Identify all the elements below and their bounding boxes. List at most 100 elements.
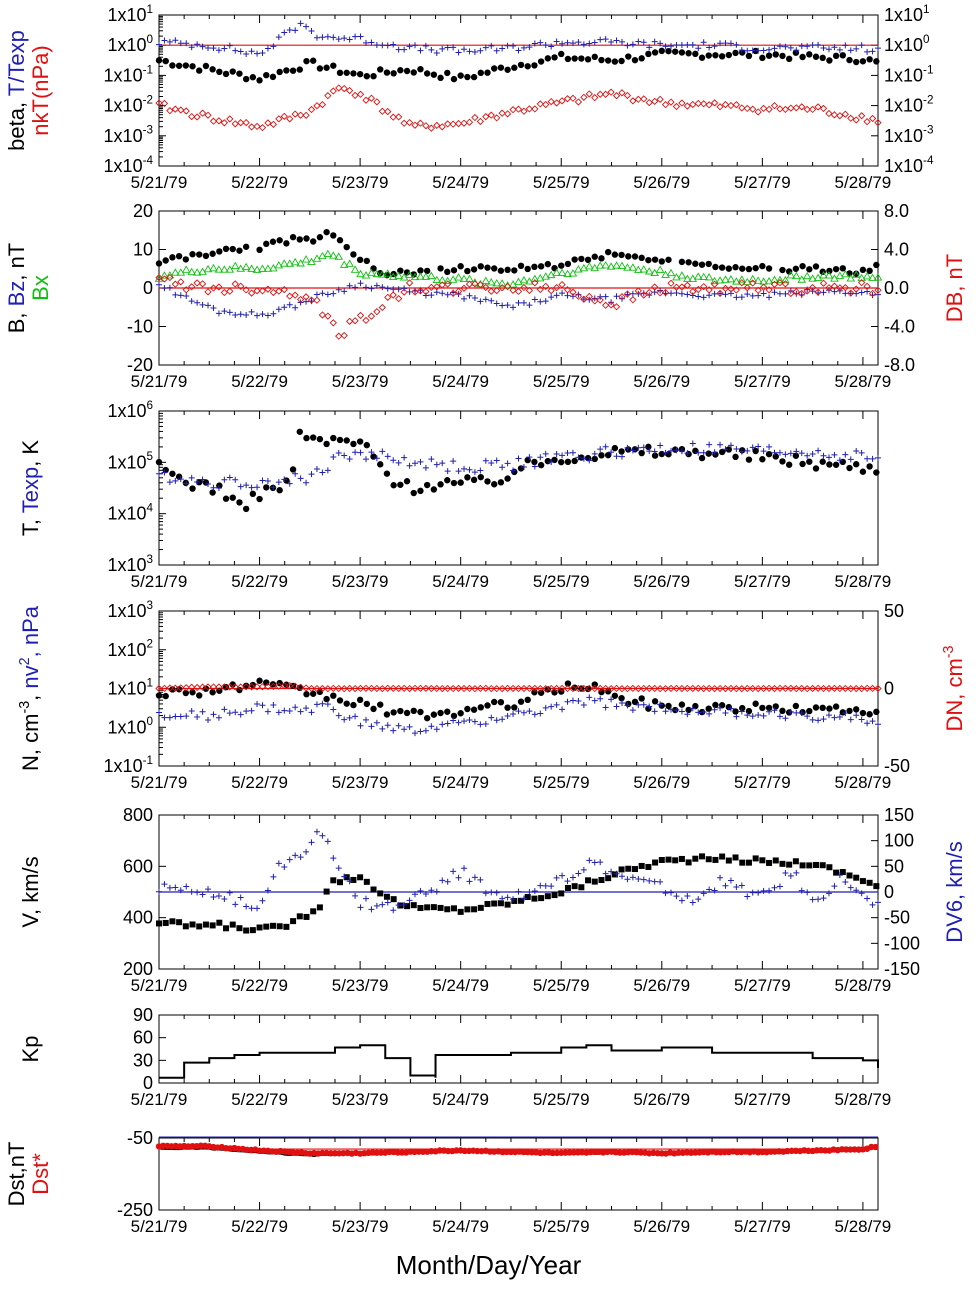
x-tick-label: 5/21/79: [131, 1217, 188, 1236]
data-point: [373, 41, 380, 48]
data-point: [853, 887, 860, 894]
data-point: [465, 684, 474, 693]
data-point: [183, 713, 190, 720]
data-point: [618, 38, 625, 45]
data-point: [760, 448, 767, 455]
data-point: [651, 878, 658, 885]
data-point: [417, 47, 424, 54]
series-b: [155, 228, 880, 279]
data-point: [646, 877, 653, 884]
data-point: [439, 290, 446, 297]
data-point: [711, 43, 718, 50]
data-point: [705, 286, 713, 294]
data-point: [662, 890, 669, 897]
data-point: [841, 684, 849, 693]
data-point: [280, 112, 288, 120]
data-point: [351, 91, 359, 100]
data-point: [787, 44, 794, 51]
data-point: [514, 105, 523, 113]
data-point: [604, 57, 612, 64]
data-point: [645, 98, 653, 107]
data-point: [297, 475, 304, 482]
data-point: [377, 701, 384, 708]
data-point: [825, 109, 833, 118]
y-tick-label: -20: [127, 355, 153, 375]
data-point: [247, 289, 256, 297]
data-point: [717, 874, 724, 881]
data-point: [765, 286, 773, 294]
data-point: [569, 684, 577, 693]
data-point: [373, 684, 381, 693]
data-point: [520, 463, 527, 470]
data-point: [330, 434, 337, 442]
data-point: [721, 100, 730, 109]
data-point: [857, 273, 866, 282]
data-point: [864, 720, 871, 727]
data-point: [785, 709, 793, 716]
data-point: [275, 306, 282, 313]
data-point: [230, 261, 240, 270]
y-axis-label: N, cm-3​, nv2​, nPa: [17, 605, 43, 771]
data-point: [162, 257, 169, 264]
data-point: [308, 471, 315, 478]
data-point: [454, 273, 463, 281]
data-point: [525, 684, 534, 693]
data-point: [558, 50, 565, 58]
data-point: [341, 35, 348, 42]
x-tick-label: 5/24/79: [432, 572, 489, 591]
data-point: [156, 709, 162, 716]
data-point: [504, 894, 511, 901]
data-point: [324, 312, 332, 320]
data-point: [830, 111, 839, 119]
data-point: [417, 267, 424, 274]
data-point: [640, 684, 648, 693]
data-point: [422, 42, 429, 49]
data-point: [749, 444, 756, 451]
data-point: [318, 100, 327, 109]
data-point: [493, 457, 500, 464]
data-point: [752, 700, 759, 707]
data-point: [602, 870, 609, 877]
data-point: [156, 888, 162, 895]
data-point: [779, 52, 786, 60]
data-point: [160, 271, 169, 279]
data-point: [772, 51, 779, 58]
data-point: [308, 28, 315, 35]
x-tick-label: 5/23/79: [332, 773, 389, 792]
data-point: [775, 275, 785, 284]
data-point: [205, 481, 212, 488]
data-point: [537, 39, 544, 46]
data-point: [738, 882, 745, 889]
x-tick-label: 5/28/79: [835, 773, 892, 792]
data-point: [804, 43, 811, 50]
y-right-tick-label: 0: [884, 882, 894, 902]
data-point: [433, 283, 441, 291]
data-point: [564, 39, 571, 46]
data-point: [172, 477, 179, 484]
data-point: [236, 686, 243, 694]
data-point: [586, 457, 593, 464]
data-point: [544, 893, 551, 900]
series-v: [156, 853, 880, 934]
data-point: [264, 708, 271, 715]
data-point: [428, 887, 435, 894]
data-point: [286, 480, 293, 487]
data-point: [329, 319, 337, 327]
data-point: [427, 684, 435, 693]
data-point: [477, 876, 484, 883]
data-point: [264, 285, 272, 293]
data-point: [242, 682, 250, 689]
data-point: [410, 707, 417, 715]
data-point: [658, 857, 665, 864]
data-point: [283, 67, 290, 74]
data-point: [744, 47, 751, 54]
data-point: [564, 698, 571, 705]
data-point: [866, 56, 873, 63]
y-tick-label: 1x100: [107, 715, 153, 737]
data-point: [631, 56, 639, 64]
x-tick-label: 5/26/79: [633, 773, 690, 792]
data-point: [597, 36, 604, 43]
data-point: [853, 461, 860, 468]
data-point: [177, 476, 184, 483]
data-point: [221, 896, 228, 903]
